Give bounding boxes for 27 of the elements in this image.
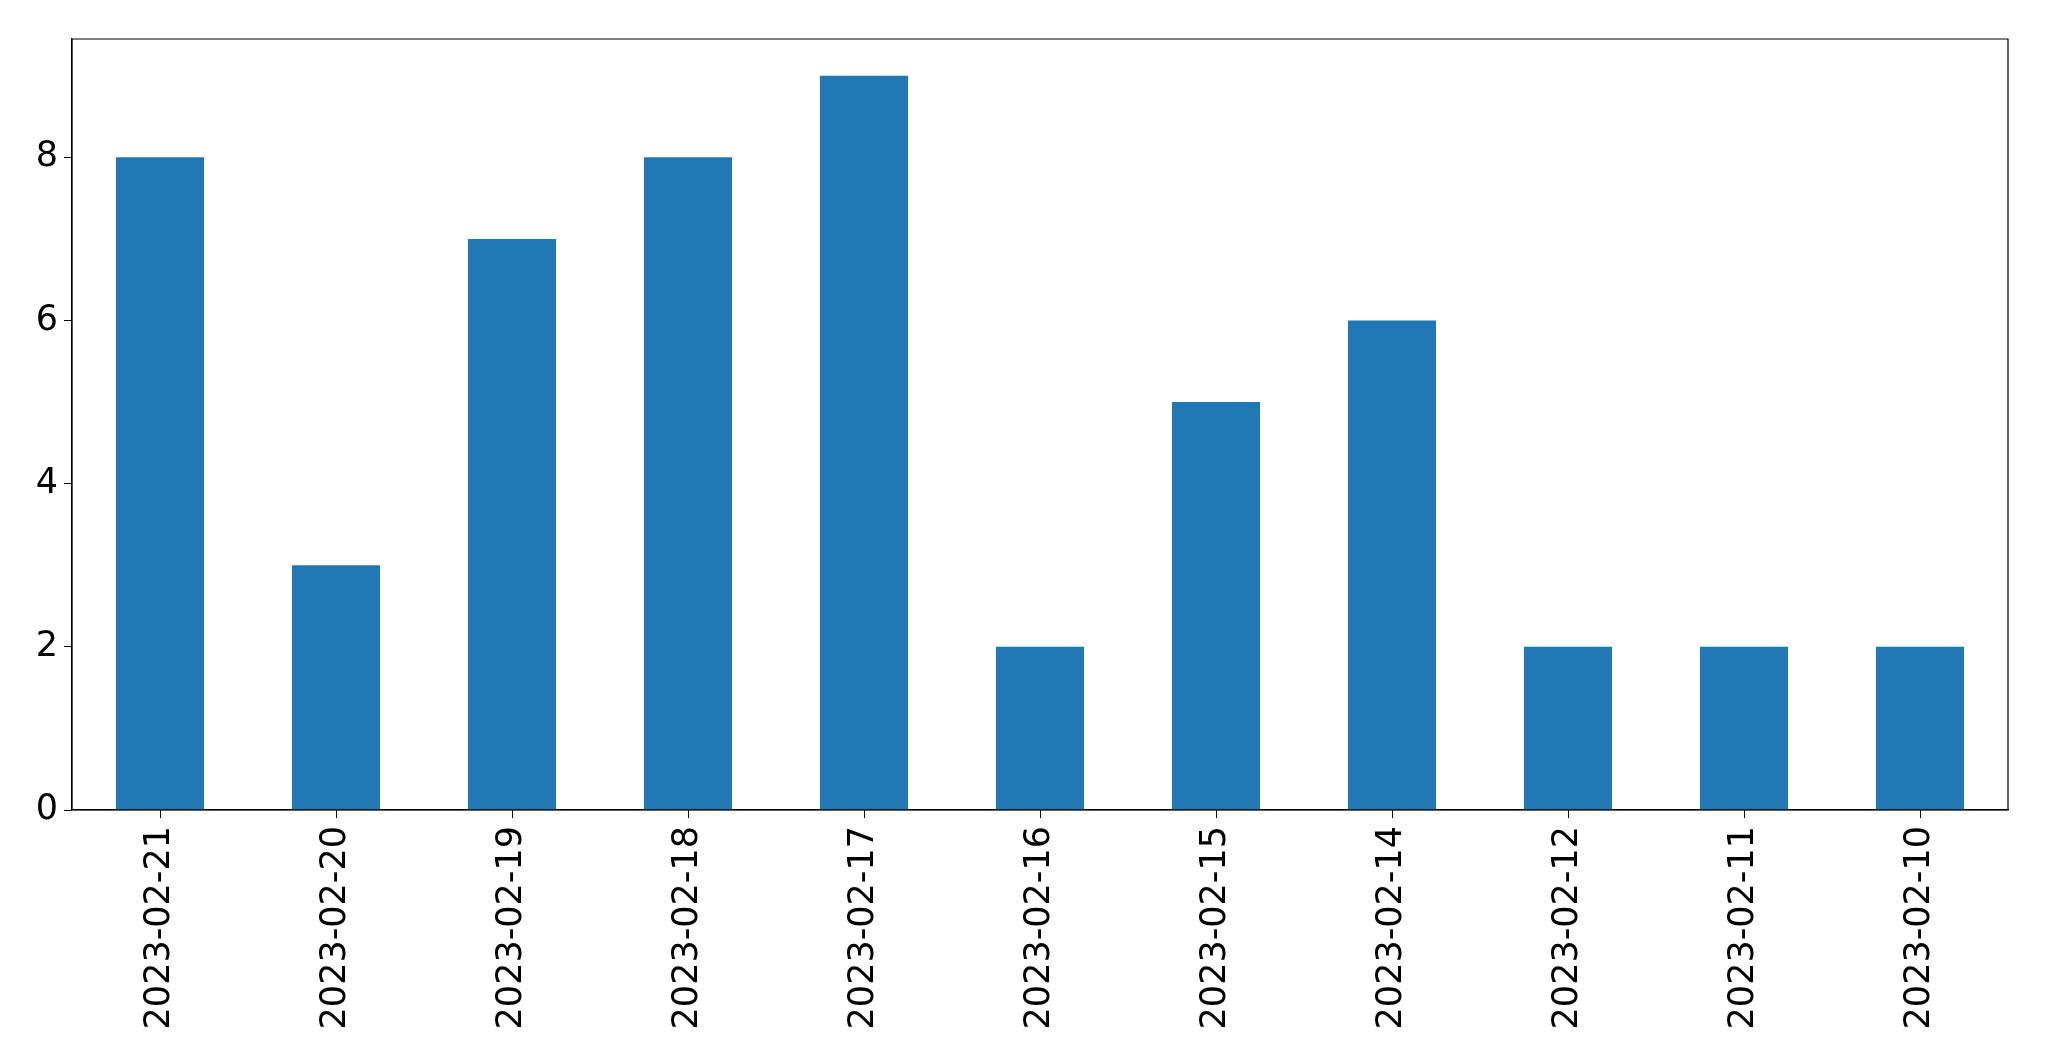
bar (116, 157, 204, 810)
x-tick-label: 2023-02-10 (1897, 826, 1938, 1030)
y-tick-label: 6 (35, 297, 58, 338)
bar (1700, 646, 1788, 810)
x-tick-label: 2023-02-17 (841, 826, 882, 1030)
y-tick-label: 4 (35, 460, 58, 501)
bar (292, 565, 380, 810)
x-tick-label: 2023-02-20 (313, 826, 354, 1030)
bar (1172, 402, 1260, 810)
x-tick-label: 2023-02-16 (1017, 826, 1058, 1030)
y-tick-label: 8 (35, 134, 58, 175)
bar (996, 646, 1084, 810)
bar (1348, 320, 1436, 810)
bar (820, 75, 908, 810)
bar (644, 157, 732, 810)
x-tick-label: 2023-02-12 (1545, 826, 1586, 1030)
bar (468, 238, 556, 810)
bar (1524, 646, 1612, 810)
x-tick-label: 2023-02-15 (1193, 826, 1234, 1030)
x-tick-label: 2023-02-14 (1369, 826, 1410, 1030)
x-tick-label: 2023-02-19 (489, 826, 530, 1030)
y-tick-label: 2 (35, 623, 58, 664)
x-tick-label: 2023-02-21 (137, 826, 178, 1030)
x-tick-label: 2023-02-11 (1721, 826, 1762, 1030)
bar (1876, 646, 1964, 810)
y-tick-label: 0 (35, 787, 58, 828)
x-tick-label: 2023-02-18 (665, 826, 706, 1030)
